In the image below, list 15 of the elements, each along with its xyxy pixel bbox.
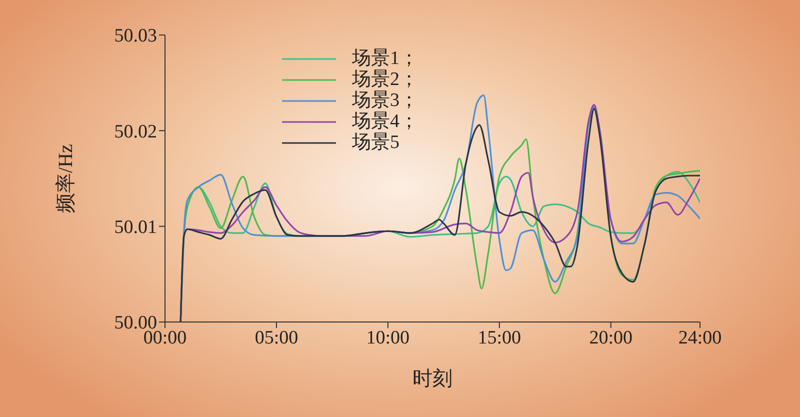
legend-label: 场景3； bbox=[352, 90, 418, 111]
y-tick-label: 50.01 bbox=[114, 217, 157, 238]
x-tick-label: 20:00 bbox=[589, 327, 632, 348]
y-axis-title: 频率/Hz bbox=[55, 144, 78, 213]
legend-label: 场景1； bbox=[352, 48, 418, 69]
legend-label: 场景2； bbox=[352, 69, 418, 90]
y-tick-label: 50.03 bbox=[114, 26, 157, 47]
x-tick-label: 05:00 bbox=[254, 327, 298, 348]
x-tick-label: 10:00 bbox=[366, 327, 410, 348]
y-tick-label: 50.02 bbox=[114, 121, 157, 142]
x-tick-label: 24:00 bbox=[678, 327, 722, 348]
x-axis-title: 时刻 bbox=[412, 368, 452, 390]
legend-label: 场景4； bbox=[352, 111, 418, 132]
x-tick-label: 15:00 bbox=[478, 327, 522, 348]
legend-label: 场景5 bbox=[352, 132, 400, 153]
